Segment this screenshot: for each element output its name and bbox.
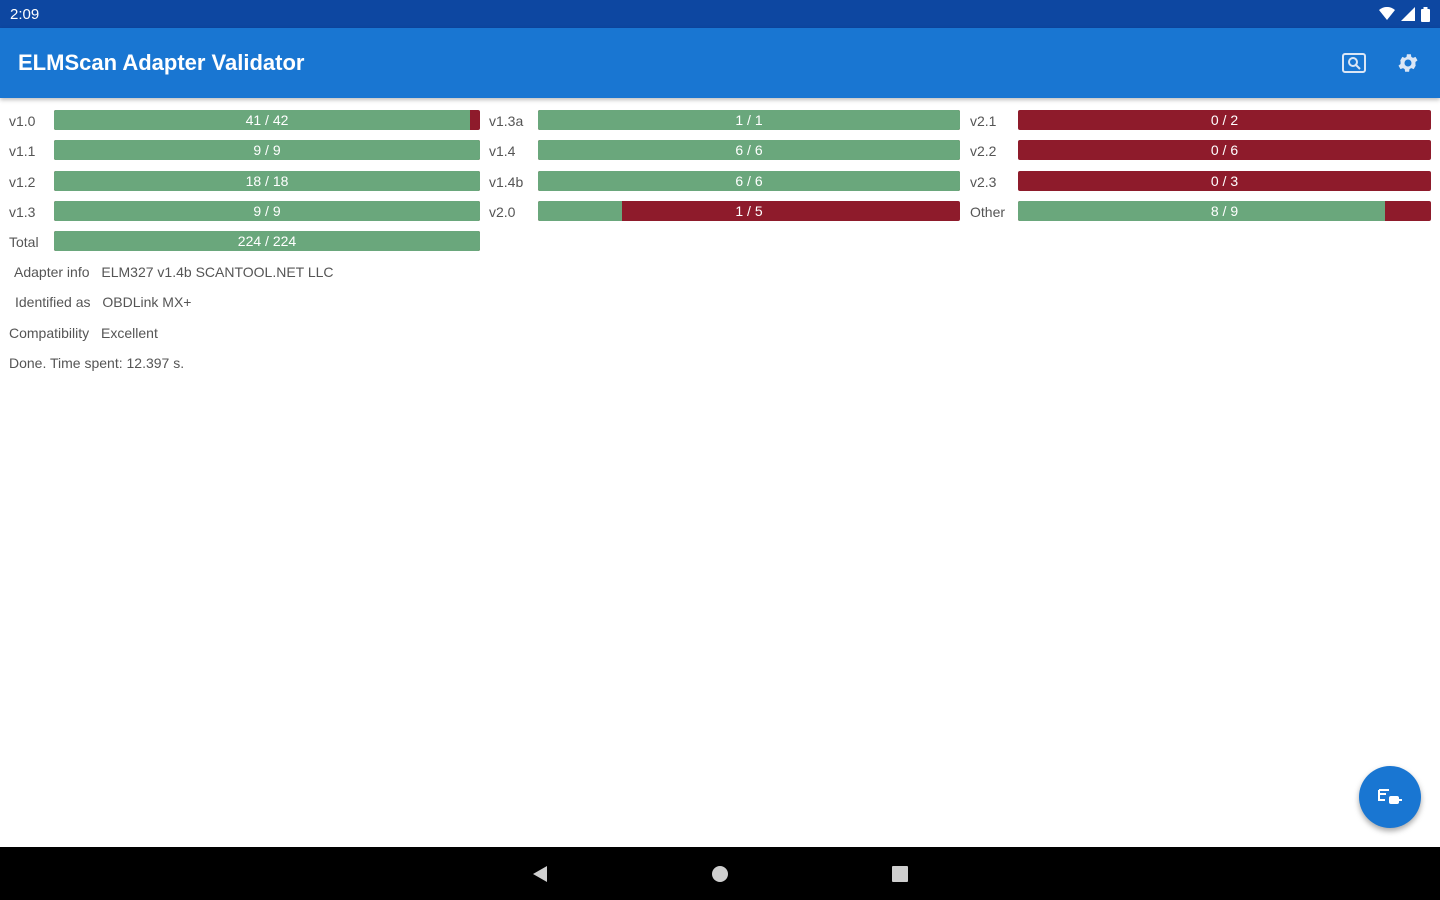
settings-button[interactable] <box>1394 49 1422 77</box>
battery-icon <box>1421 6 1430 22</box>
back-icon <box>533 865 547 882</box>
result-bar-text: 0 / 6 <box>1210 142 1239 158</box>
adapter-info-row: Adapter info ELM327 v1.4b SCANTOOL.NET L… <box>14 264 334 280</box>
result-bar: 0 / 6 <box>1018 140 1431 160</box>
result-bar: 41 / 42 <box>54 110 480 130</box>
result-bar-text: 1 / 1 <box>735 112 763 128</box>
identified-value: OBDLink MX+ <box>102 294 192 310</box>
compatibility-row: Compatibility Excellent <box>9 325 158 341</box>
group-label: Other <box>970 204 1006 220</box>
group-label: v1.3a <box>489 113 524 129</box>
result-bar: 9 / 9 <box>54 140 480 160</box>
signal-icon <box>1401 7 1415 21</box>
group-label: v1.4b <box>489 174 524 190</box>
compatibility-value: Excellent <box>101 325 158 341</box>
result-bar-pass-fill <box>538 171 960 191</box>
group-label: Total <box>9 234 39 250</box>
screenshot-button[interactable] <box>1340 49 1368 77</box>
result-bar-text: 1 / 5 <box>735 203 763 219</box>
gear-icon <box>1398 54 1418 72</box>
group-label: v1.1 <box>9 143 36 159</box>
identified-label: Identified as <box>15 294 91 310</box>
recents-icon <box>892 865 908 882</box>
compatibility-label: Compatibility <box>9 325 90 341</box>
result-bar-text: 0 / 3 <box>1210 173 1239 189</box>
adapter-info-value: ELM327 v1.4b SCANTOOL.NET LLC <box>101 264 334 280</box>
group-label: v2.1 <box>970 113 997 129</box>
connect-adapter-button[interactable] <box>1359 766 1421 828</box>
nav-home-button[interactable] <box>705 859 735 889</box>
group-label: v1.0 <box>9 113 36 129</box>
result-bar-pass-fill <box>538 140 960 160</box>
result-bar-pass-fill <box>1018 201 1386 221</box>
result-bar: 8 / 9 <box>1018 201 1431 221</box>
result-bar: 224 / 224 <box>54 231 480 251</box>
connect-adapter-icon <box>1378 789 1402 804</box>
result-bar-text: 41 / 42 <box>245 112 289 128</box>
result-bar: 6 / 6 <box>538 140 960 160</box>
adapter-info-label: Adapter info <box>14 264 90 280</box>
result-bar-pass-fill <box>54 231 480 251</box>
done-status: Done. Time spent: 12.397 s. <box>9 355 185 371</box>
result-bar: 0 / 3 <box>1018 171 1431 191</box>
result-bar: 9 / 9 <box>54 201 480 221</box>
navigation-bar <box>0 847 1440 900</box>
result-bar-text: 9 / 9 <box>253 203 281 219</box>
result-bar-pass-fill <box>54 201 480 221</box>
result-bar: 18 / 18 <box>54 171 480 191</box>
group-label: v1.3 <box>9 204 36 220</box>
group-label: v2.3 <box>970 174 997 190</box>
result-bar-text: 0 / 2 <box>1210 112 1239 128</box>
result-bar-pass-fill <box>538 110 960 130</box>
result-bar-text: 8 / 9 <box>1210 203 1239 219</box>
wifi-icon <box>1379 7 1395 20</box>
result-bar: 0 / 2 <box>1018 110 1431 130</box>
status-icons <box>1379 6 1430 22</box>
result-bar-text: 6 / 6 <box>735 142 763 158</box>
nav-recents-button[interactable] <box>885 859 915 889</box>
screenshot-icon <box>1342 53 1366 73</box>
identified-row: Identified as OBDLink MX+ <box>15 294 191 310</box>
status-bar: 2:09 <box>0 0 1440 28</box>
group-label: v1.4 <box>489 143 516 159</box>
result-bar-pass-fill <box>538 201 623 221</box>
app-bar: ELMScan Adapter Validator <box>0 28 1440 98</box>
result-bar-text: 6 / 6 <box>735 173 763 189</box>
group-label: v2.0 <box>489 204 516 220</box>
result-bar-pass-fill <box>54 110 470 130</box>
result-bar: 1 / 1 <box>538 110 960 130</box>
result-bar: 1 / 5 <box>538 201 960 221</box>
result-bar-text: 9 / 9 <box>253 142 281 158</box>
status-time: 2:09 <box>10 5 40 23</box>
group-label: v2.2 <box>970 143 997 159</box>
result-bar: 6 / 6 <box>538 171 960 191</box>
result-bar-pass-fill <box>54 171 480 191</box>
result-bar-text: 224 / 224 <box>237 233 297 249</box>
result-bar-pass-fill <box>54 140 480 160</box>
nav-back-button[interactable] <box>525 859 555 889</box>
home-icon <box>712 865 728 882</box>
app-title: ELMScan Adapter Validator <box>18 50 305 75</box>
result-bar-text: 18 / 18 <box>245 173 289 189</box>
group-label: v1.2 <box>9 174 36 190</box>
